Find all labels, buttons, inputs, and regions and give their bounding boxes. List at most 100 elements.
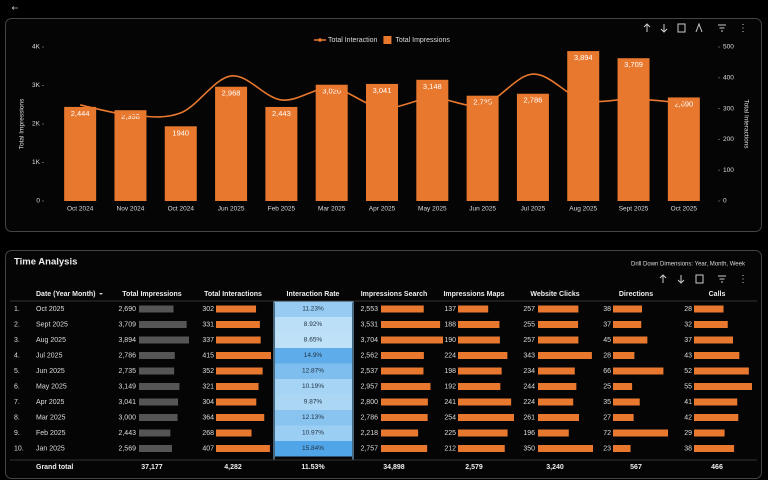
grand-total-cell: 466 [711,464,723,471]
sort-up-icon[interactable] [659,274,667,283]
sort-up-icon[interactable] [643,23,651,32]
cell-bar [381,383,431,390]
table-cell: 3,531 [360,321,378,328]
legend-dot [318,38,322,42]
table-cell: 28 [603,352,611,359]
bar [466,95,499,201]
table-title: Time Analysis [14,257,77,268]
x-tick-label: Mar 2025 [318,206,346,213]
table-cell: 3,894 [118,337,136,344]
cell-bar [694,429,725,437]
grand-total-cell: 2,579 [465,464,483,471]
table-cell: 321 [202,383,214,390]
cell-bar [613,321,642,328]
table-cell: 350 [523,445,535,452]
sort-down-icon[interactable] [660,24,668,33]
cell-bar [381,367,424,375]
bar [265,106,298,201]
table-cell: 2,957 [360,383,378,390]
table-cell: 244 [523,383,535,390]
table-cell: 32 [684,321,692,328]
table-cell: 2,786 [360,414,378,421]
export-icon[interactable] [677,23,686,33]
table-cell: 2,786 [118,352,136,359]
row-index: 3. [14,337,20,344]
column-header: Total Impressions [122,291,181,298]
cell-bar [613,429,668,437]
cell-bar [458,352,508,359]
table-cell: 212 [444,445,456,452]
y-tick-label: 3K [32,82,41,89]
x-tick-label: Oct 2024 [168,206,195,213]
back-button[interactable] [11,6,18,10]
x-tick-label: Oct 2024 [67,206,94,213]
y2-tick-label: 300 [723,105,734,112]
x-tick-label: Feb 2025 [268,206,296,213]
cell-bar [381,429,419,437]
table-cell: Aug 2025 [36,337,66,344]
column-header: Total Interactions [204,291,262,298]
bar-value-label: 2,968 [222,89,241,98]
cell-bar [613,414,634,421]
table-cell: 268 [202,430,214,437]
table-cell: 3,149 [118,383,136,390]
cell-bar [216,352,271,359]
rate-heat-cell [275,301,352,317]
filter-icon[interactable] [718,24,726,32]
filter-icon[interactable] [718,275,726,283]
table-cell: 224 [444,352,456,359]
table-cell: 196 [523,430,535,437]
y-tick-label: 4K [32,44,41,51]
sort-down-icon[interactable] [677,275,685,284]
cell-bar [538,383,577,390]
cell-bar [216,367,263,375]
table-cell: 2,553 [360,306,378,313]
table-cell: 45 [603,337,611,344]
x-tick-label: Oct 2025 [671,206,698,213]
grand-total-cell: 567 [630,464,642,471]
table-cell: 352 [202,368,214,375]
x-tick-label: Jul 2025 [521,206,546,213]
cell-bar [613,445,631,452]
bar-value-label: 3,894 [574,53,593,62]
table-cell: 257 [523,306,535,313]
table-cell: 3,000 [118,414,136,421]
table-cell: 29 [684,430,692,437]
rate-heat-cell [275,410,352,426]
cell-bar [458,367,502,375]
table-cell: 2,690 [118,306,136,313]
table-cell: 8.65% [304,337,323,344]
cell-bar [538,414,580,421]
y2-tick-label: 100 [723,167,734,174]
table-cell: 38 [684,445,692,452]
bar-value-label: 3,041 [373,86,392,95]
cell-bar [538,336,579,344]
line [79,73,684,118]
export-icon[interactable] [695,274,704,284]
table-panel [5,250,762,479]
table-cell: Apr 2025 [36,399,65,406]
table-cell: 72 [603,430,611,437]
grand-total-cell: 4,282 [224,464,242,471]
table-cell: 198 [444,368,456,375]
y-tick-label: 0 [36,198,40,205]
table-cell: 41 [684,399,692,406]
legend-swatch [383,36,392,44]
cell-bar [613,305,643,313]
table-cell: 415 [202,352,214,359]
rate-heat-cell [275,348,352,364]
cell-bar [538,305,579,313]
grand-total-cell: 34,898 [383,464,405,471]
table-cell: 2,757 [360,445,378,452]
cell-bar [458,445,505,452]
bar-value-label: 2,444 [71,109,90,118]
table-cell: 2,569 [118,445,136,452]
cell-bar [538,429,569,437]
table-cell: 257 [523,337,535,344]
explore-icon[interactable] [695,22,703,33]
bar [617,58,650,202]
cell-bar [694,414,739,421]
cell-bar [694,445,735,452]
sort-indicator [99,293,103,295]
